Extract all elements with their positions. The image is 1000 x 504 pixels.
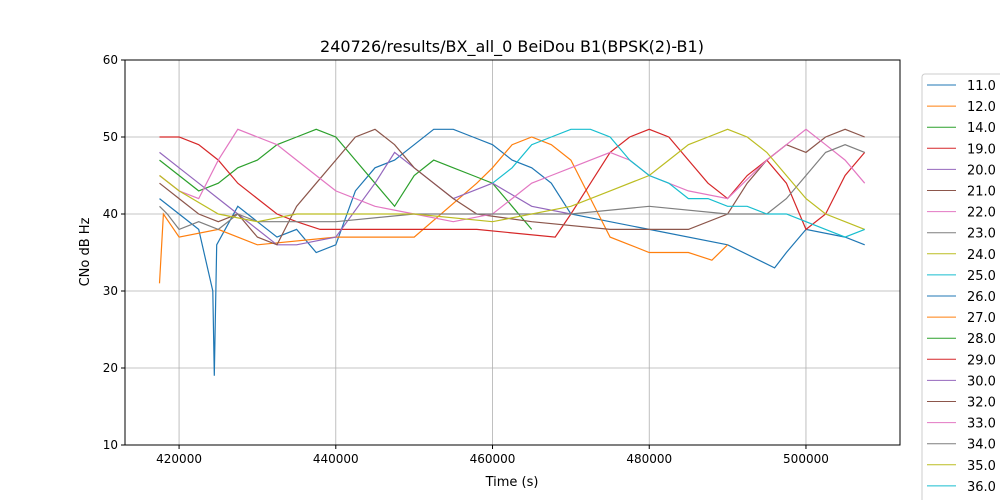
series-line-23.0 — [159, 144, 865, 231]
y-tick-label: 40 — [103, 207, 118, 221]
series-line-25.0 — [492, 128, 865, 238]
x-tick-label: 440000 — [313, 452, 359, 466]
legend-label: 22.0 — [967, 206, 996, 221]
legend-label: 29.0 — [967, 353, 996, 368]
legend-label: 32.0 — [967, 396, 996, 411]
x-tick-label: 460000 — [470, 452, 516, 466]
legend-label: 11.0 — [967, 79, 996, 94]
y-axis-label: CNo dB Hz — [78, 217, 93, 286]
series-lines — [158, 128, 866, 376]
grid — [125, 59, 900, 446]
legend-label: 35.0 — [967, 459, 996, 474]
series-line-19.0 — [159, 128, 866, 238]
legend-label: 23.0 — [967, 227, 996, 242]
x-axis: 420000 440000 460000 480000 500000 — [156, 445, 829, 466]
legend-label: 20.0 — [967, 163, 996, 178]
legend-label: 12.0 — [967, 100, 996, 115]
legend-label: 25.0 — [967, 269, 996, 284]
chart-title: 240726/results/BX_all_0 BeiDou B1(BPSK(2… — [320, 37, 704, 57]
y-axis: 10 20 30 40 50 60 — [103, 53, 125, 452]
plot-frame — [124, 59, 901, 446]
legend-label: 21.0 — [967, 185, 996, 200]
legend-label: 19.0 — [967, 142, 996, 157]
legend-label: 30.0 — [967, 374, 996, 389]
x-axis-label: Time (s) — [485, 475, 539, 490]
x-tick-label: 500000 — [783, 452, 829, 466]
series-line-20.0 — [159, 151, 572, 246]
legend-label: 26.0 — [967, 290, 996, 305]
x-tick-label: 420000 — [156, 452, 202, 466]
y-tick-label: 50 — [103, 130, 118, 144]
legend-label: 27.0 — [967, 311, 996, 326]
series-line-12.0 — [158, 136, 729, 284]
series-line-22.0 — [159, 128, 866, 223]
legend-label: 28.0 — [967, 332, 996, 347]
y-tick-label: 30 — [103, 284, 118, 298]
x-tick-label: 480000 — [626, 452, 672, 466]
legend: 11.0 12.0 14.0 19.0 20.0 21.0 22.0 23.0 24.0 25.0… — [921, 73, 1000, 504]
y-tick-label: 10 — [103, 438, 118, 452]
y-tick-label: 20 — [103, 361, 118, 375]
legend-box — [921, 73, 1000, 504]
legend-label: 34.0 — [967, 438, 996, 453]
series-line-24.0 — [159, 128, 865, 230]
legend-label: 14.0 — [967, 121, 996, 136]
legend-label: 24.0 — [967, 248, 996, 263]
y-tick-label: 60 — [103, 53, 118, 67]
legend-label: 33.0 — [967, 417, 996, 432]
legend-label: 36.0 — [967, 480, 996, 495]
